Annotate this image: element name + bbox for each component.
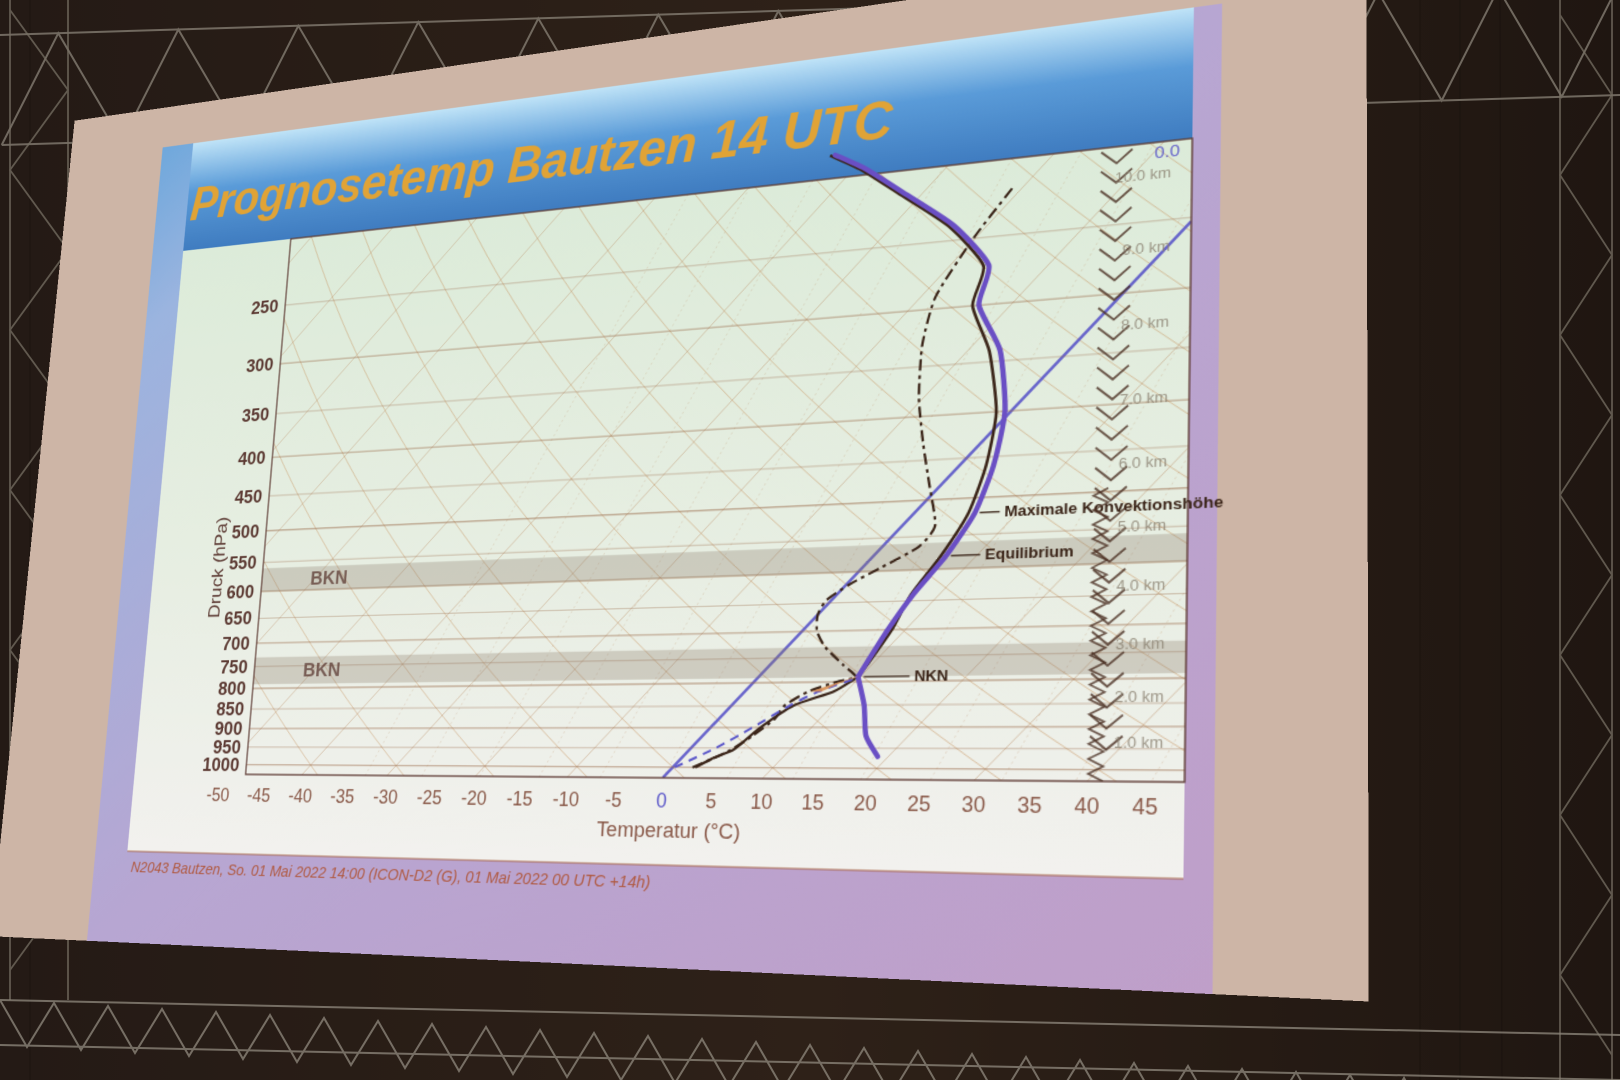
svg-text:BKN: BKN (302, 659, 341, 681)
svg-text:600: 600 (226, 582, 255, 604)
svg-text:Equilibrium: Equilibrium (985, 544, 1074, 564)
svg-text:5: 5 (705, 791, 717, 814)
svg-text:800: 800 (217, 679, 247, 700)
svg-text:250: 250 (251, 296, 280, 318)
svg-text:500: 500 (231, 521, 260, 543)
svg-text:-40: -40 (287, 787, 312, 808)
svg-text:Temperatur (°C): Temperatur (°C) (596, 818, 741, 844)
svg-text:45: 45 (1132, 796, 1158, 821)
svg-text:-25: -25 (416, 788, 442, 809)
svg-text:300: 300 (245, 355, 274, 377)
svg-text:25: 25 (907, 794, 931, 818)
svg-text:-50: -50 (206, 786, 230, 806)
svg-text:-15: -15 (506, 789, 533, 811)
svg-text:BKN: BKN (310, 567, 349, 589)
svg-text:550: 550 (228, 553, 257, 575)
svg-text:2.0 km: 2.0 km (1114, 688, 1164, 706)
svg-text:750: 750 (219, 657, 249, 678)
svg-text:0.0: 0.0 (1154, 140, 1180, 162)
svg-text:-30: -30 (372, 788, 398, 809)
svg-text:7.0 km: 7.0 km (1120, 389, 1169, 409)
svg-text:20: 20 (853, 793, 877, 816)
svg-text:35: 35 (1017, 795, 1042, 819)
svg-text:-45: -45 (246, 786, 271, 807)
svg-text:40: 40 (1074, 795, 1100, 819)
svg-text:450: 450 (234, 487, 263, 509)
svg-text:10: 10 (750, 792, 773, 815)
svg-text:850: 850 (216, 699, 246, 720)
svg-text:350: 350 (241, 405, 270, 427)
svg-text:650: 650 (223, 609, 253, 631)
svg-text:3.0 km: 3.0 km (1115, 635, 1164, 654)
svg-text:-5: -5 (604, 790, 622, 812)
svg-text:6.0 km: 6.0 km (1118, 453, 1167, 473)
svg-text:0: 0 (656, 791, 668, 813)
svg-text:15: 15 (801, 792, 824, 815)
svg-text:-20: -20 (460, 789, 487, 811)
svg-text:-35: -35 (329, 787, 355, 808)
svg-text:1000: 1000 (202, 754, 241, 776)
svg-text:5.0 km: 5.0 km (1117, 517, 1166, 536)
svg-text:400: 400 (237, 448, 266, 470)
svg-text:30: 30 (961, 794, 986, 818)
svg-text:NKN: NKN (914, 668, 949, 686)
svg-text:4.0 km: 4.0 km (1116, 576, 1165, 595)
svg-text:-10: -10 (552, 790, 580, 812)
svg-text:700: 700 (221, 633, 251, 655)
svg-text:1.0 km: 1.0 km (1114, 735, 1164, 753)
